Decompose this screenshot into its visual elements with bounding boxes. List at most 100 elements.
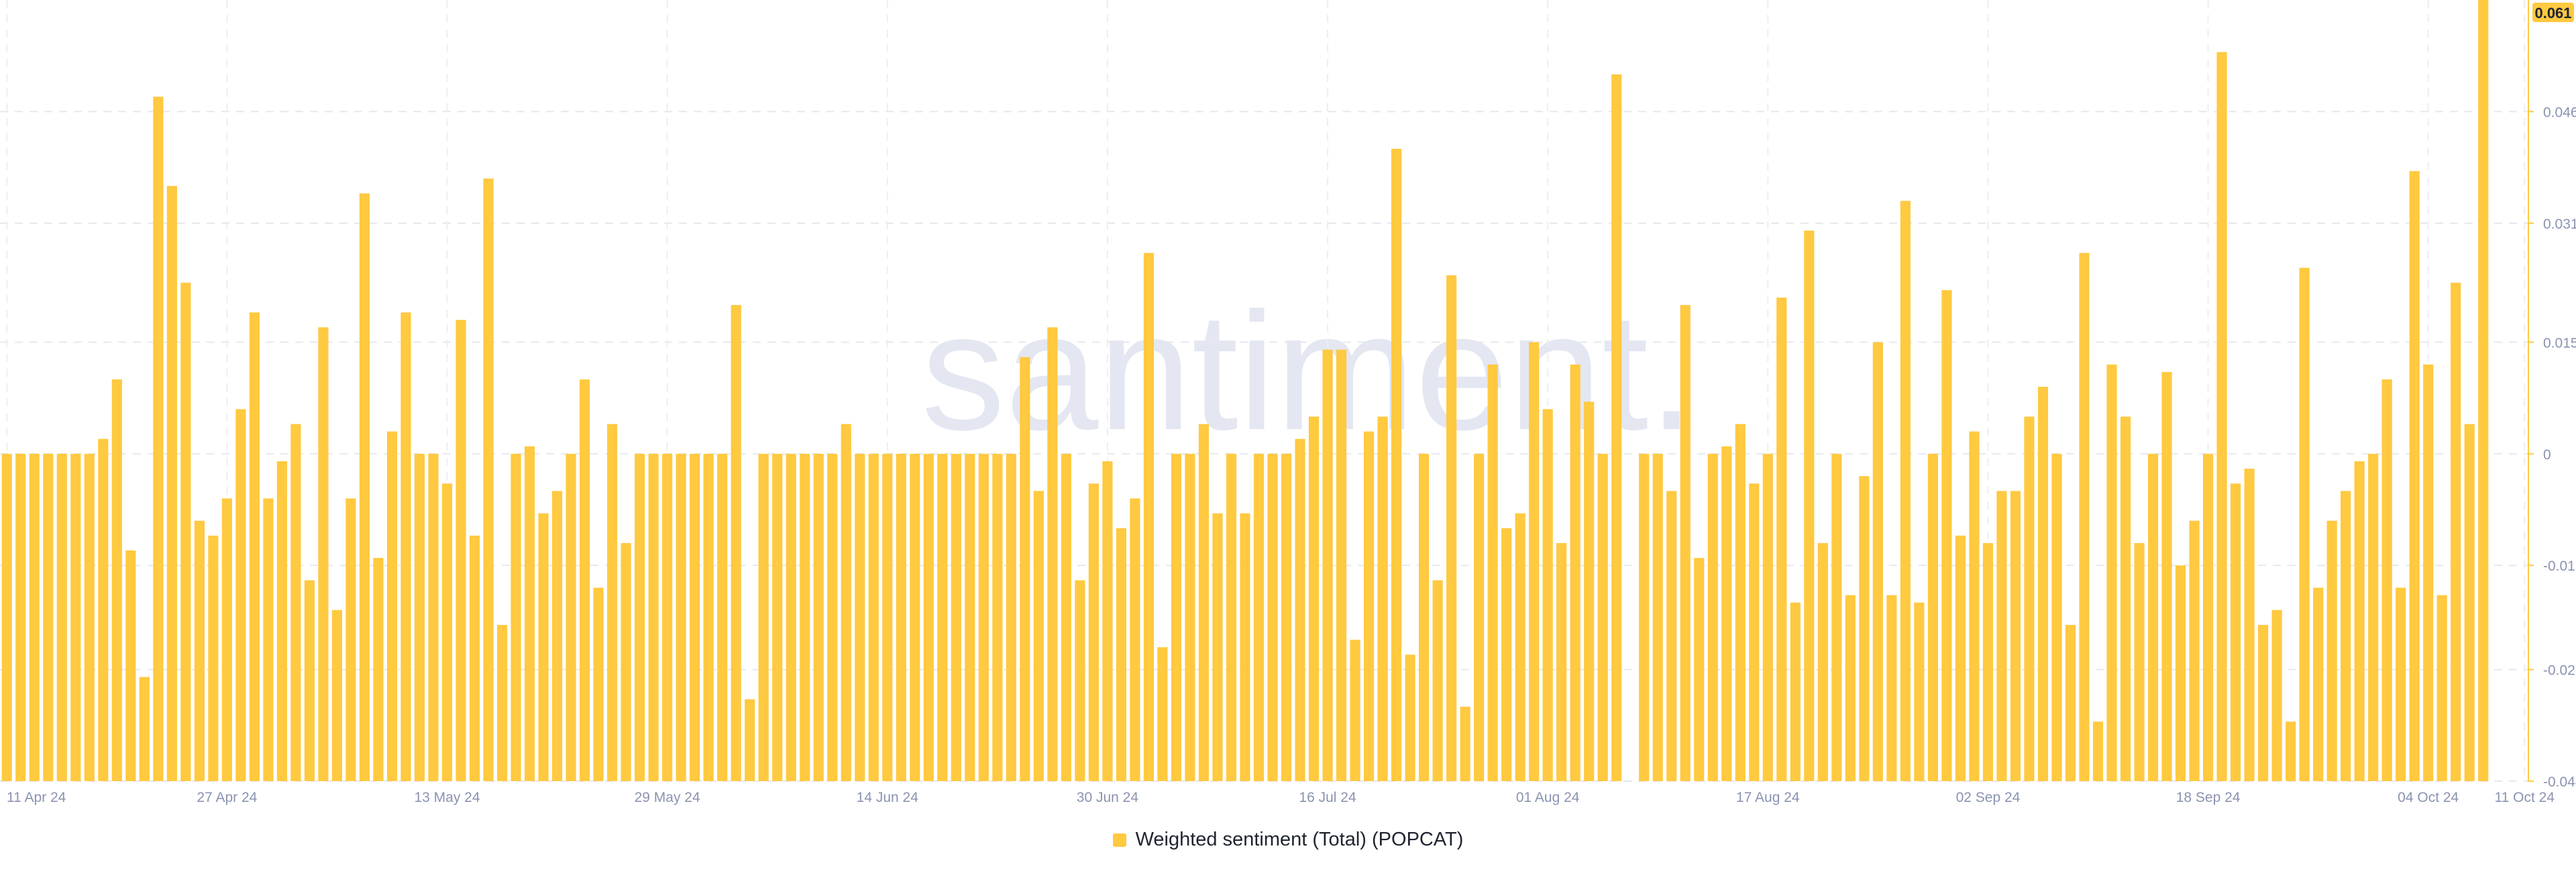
bar <box>1570 364 1580 781</box>
bar <box>84 453 95 781</box>
bar <box>538 513 549 781</box>
bar <box>2271 609 2282 781</box>
x-tick-label: 11 Apr 24 <box>7 790 66 805</box>
bar <box>1611 74 1622 781</box>
bar <box>15 453 26 781</box>
current-value-badge-bg <box>2532 3 2574 22</box>
legend-label: Weighted sentiment (Total) (POPCAT) <box>1135 829 1464 850</box>
bar <box>1969 431 1980 781</box>
bar <box>1130 498 1140 781</box>
bar <box>1226 453 1237 781</box>
x-tick-label: 16 Jul 24 <box>1299 790 1356 805</box>
bar <box>1 453 12 781</box>
bar <box>2326 520 2337 781</box>
bar <box>2189 520 2200 781</box>
bar <box>221 498 232 781</box>
bar <box>1914 602 1925 781</box>
bar <box>359 193 370 781</box>
bar <box>125 550 136 781</box>
bar <box>923 453 934 781</box>
bar <box>1735 424 1746 781</box>
bar <box>496 625 508 781</box>
bar <box>1652 453 1663 781</box>
bar <box>1955 535 1966 781</box>
bar <box>428 453 439 781</box>
bar <box>1143 253 1155 781</box>
x-tick-label: 27 Apr 24 <box>197 790 257 805</box>
bar <box>1804 230 1815 781</box>
bar <box>978 453 989 781</box>
bar <box>1033 491 1044 781</box>
bar <box>2051 453 2062 781</box>
bar <box>1350 640 1360 781</box>
x-axis: 11 Apr 24 27 Apr 24 13 May 24 29 May 24 14 J… <box>7 790 2555 805</box>
bar <box>1900 200 1911 782</box>
bar <box>1102 461 1113 781</box>
bar <box>1790 602 1801 781</box>
bar <box>813 453 824 781</box>
bar <box>1185 453 1195 781</box>
bar <box>1982 542 1994 781</box>
bar <box>1198 424 1210 781</box>
bar <box>1501 528 1512 781</box>
bar <box>1817 542 1828 781</box>
bar <box>937 453 948 781</box>
bar <box>1405 654 1415 781</box>
bar <box>373 558 384 781</box>
bar <box>455 320 466 782</box>
bar <box>1542 409 1553 781</box>
bar <box>1336 349 1347 781</box>
bar <box>635 453 645 781</box>
bar <box>910 453 920 781</box>
bar <box>1075 580 1085 781</box>
bar <box>1240 513 1250 781</box>
x-tick-label: 14 Jun 24 <box>857 790 919 805</box>
bar <box>1927 453 1939 781</box>
bar <box>2451 282 2461 782</box>
bar <box>1694 558 1705 781</box>
bar <box>1047 327 1058 781</box>
bar <box>524 446 535 781</box>
bar <box>717 453 728 781</box>
bar <box>139 677 150 781</box>
bar <box>2106 364 2117 781</box>
bar <box>593 587 604 781</box>
bar <box>1308 416 1320 781</box>
bar <box>2341 491 2351 781</box>
bar <box>1212 513 1223 781</box>
bar <box>951 453 961 781</box>
bar <box>621 542 631 781</box>
bar <box>2024 416 2035 781</box>
bar <box>745 699 755 781</box>
bar <box>469 535 480 781</box>
y-tick-label: -0.044 <box>2543 774 2576 790</box>
bar <box>441 483 453 781</box>
bar <box>2079 253 2090 781</box>
bar <box>2216 52 2227 782</box>
bar <box>1157 647 1168 781</box>
bar <box>648 453 659 781</box>
bar <box>2161 371 2172 781</box>
bar <box>511 453 521 781</box>
bar <box>2354 461 2365 781</box>
bar <box>566 453 576 781</box>
bar <box>2313 587 2324 781</box>
x-tick-label: 30 Jun 24 <box>1077 790 1139 805</box>
bar <box>1432 580 1443 781</box>
bar <box>1886 595 1897 781</box>
y-tick-label: -0.029 <box>2543 663 2576 679</box>
bar <box>153 97 164 781</box>
bar <box>1020 357 1030 781</box>
bar <box>882 453 893 781</box>
bar <box>841 424 851 781</box>
bar <box>607 424 618 781</box>
bar <box>2037 386 2049 781</box>
bar <box>1762 453 1773 781</box>
bar <box>2120 416 2131 781</box>
y-tick-label: 0.046 <box>2543 105 2576 120</box>
bar <box>1721 446 1732 781</box>
bar <box>1996 491 2007 781</box>
bars <box>1 0 2489 782</box>
bar <box>290 424 301 781</box>
bar <box>111 379 122 781</box>
